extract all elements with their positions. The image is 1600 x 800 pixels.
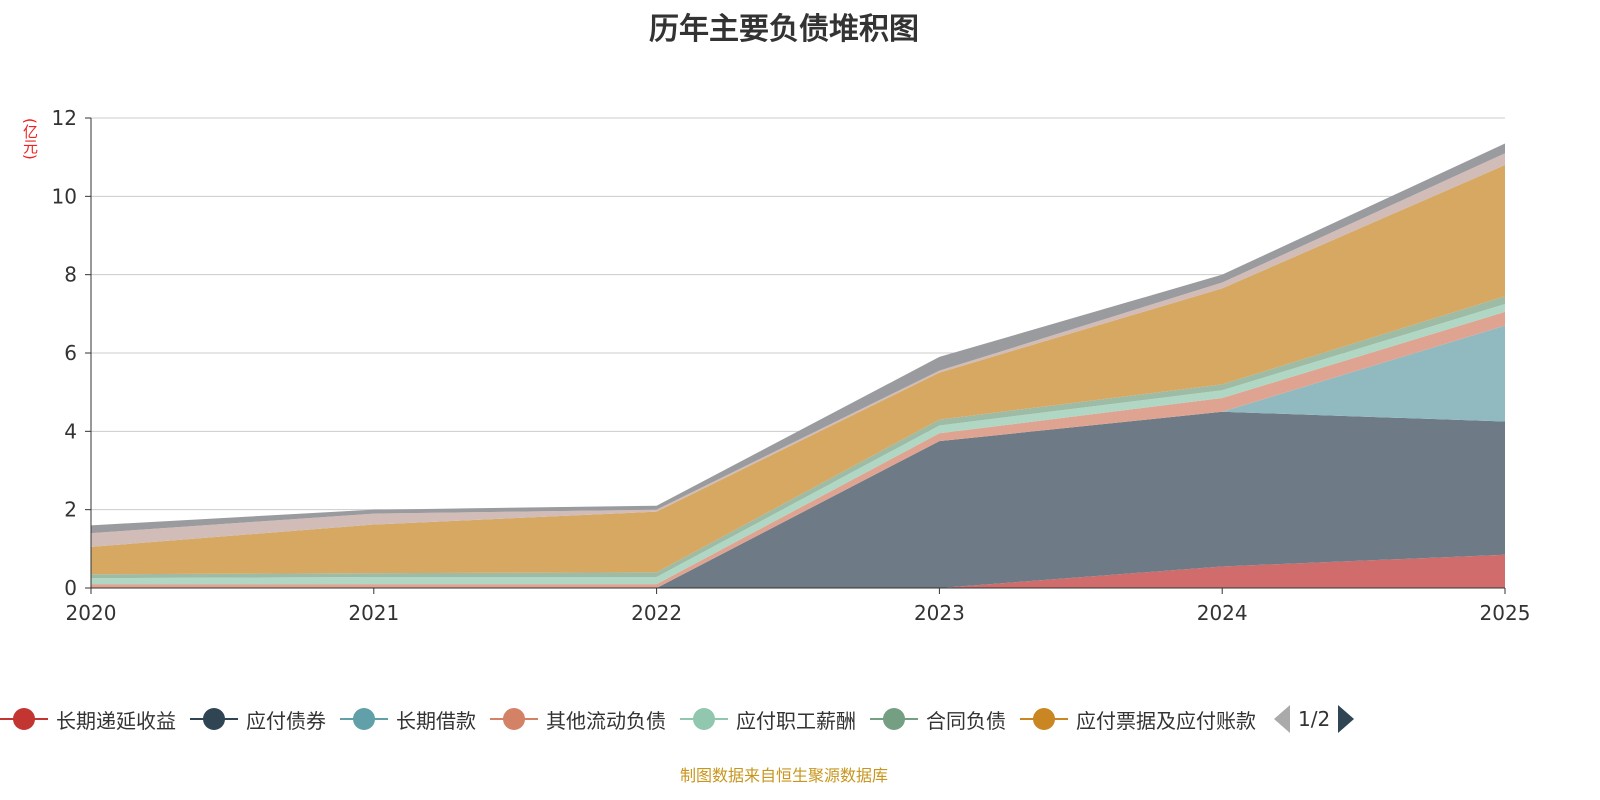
legend-item[interactable]: 应付债券 xyxy=(190,704,326,734)
area-series-6 xyxy=(91,165,1505,575)
chart-title: 历年主要负债堆积图 xyxy=(649,12,919,47)
legend: 长期递延收益 应付债券 长期借款 其他流动负债 应付职工薪酬 合同负债 应付票据及应付账款 … xyxy=(0,704,1355,734)
y-tick-label: 12 xyxy=(52,106,77,130)
legend-marker-icon xyxy=(870,704,918,734)
legend-label: 应付职工薪酬 xyxy=(736,708,856,733)
legend-next-page-icon[interactable] xyxy=(1338,705,1355,733)
legend-item[interactable]: 应付职工薪酬 xyxy=(680,704,856,734)
legend-marker-icon xyxy=(190,704,238,734)
x-tick-label: 2024 xyxy=(1197,601,1248,625)
legend-marker-icon xyxy=(340,704,388,734)
stacked-area-chart: 0 2 4 6 8 10 12 2020 2021 2022 2023 2024 2025 xyxy=(52,106,1531,625)
legend-item[interactable]: 其他流动负债 xyxy=(490,704,666,734)
area-series-1 xyxy=(91,411,1505,588)
legend-item[interactable]: 合同负债 xyxy=(870,704,1006,734)
legend-item[interactable]: 应付票据及应付账款 xyxy=(1020,704,1256,734)
legend-item[interactable]: 长期借款 xyxy=(340,704,476,734)
x-tick-label: 2021 xyxy=(348,601,399,625)
y-tick-label: 2 xyxy=(64,498,77,522)
y-tick-label: 8 xyxy=(64,263,77,287)
legend-label: 合同负债 xyxy=(926,708,1006,733)
x-tick-label: 2025 xyxy=(1480,601,1531,625)
y-tick-label: 0 xyxy=(64,576,77,600)
legend-label: 应付债券 xyxy=(246,708,326,733)
legend-marker-icon xyxy=(680,704,728,734)
y-tick-label: 4 xyxy=(64,419,77,443)
legend-marker-icon xyxy=(0,704,48,734)
legend-label: 其他流动负债 xyxy=(546,708,666,733)
y-axis-unit: (亿元) xyxy=(21,118,39,160)
legend-item[interactable]: 长期递延收益 xyxy=(0,704,176,734)
x-tick-label: 2023 xyxy=(914,601,965,625)
legend-label: 长期递延收益 xyxy=(56,708,176,733)
legend-label: 应付票据及应付账款 xyxy=(1076,708,1256,733)
legend-page-number: 1/2 xyxy=(1298,707,1331,731)
legend-pager: 1/2 xyxy=(1274,705,1355,733)
legend-label: 长期借款 xyxy=(396,708,476,733)
legend-marker-icon xyxy=(490,704,538,734)
legend-prev-page-icon[interactable] xyxy=(1274,705,1290,733)
legend-marker-icon xyxy=(1020,704,1068,734)
area-series-0 xyxy=(91,554,1505,588)
data-source-note: 制图数据来自恒生聚源数据库 xyxy=(679,766,888,785)
y-tick-label: 10 xyxy=(52,184,77,208)
x-tick-label: 2022 xyxy=(631,601,682,625)
y-tick-label: 6 xyxy=(64,341,77,365)
x-tick-label: 2020 xyxy=(66,601,117,625)
